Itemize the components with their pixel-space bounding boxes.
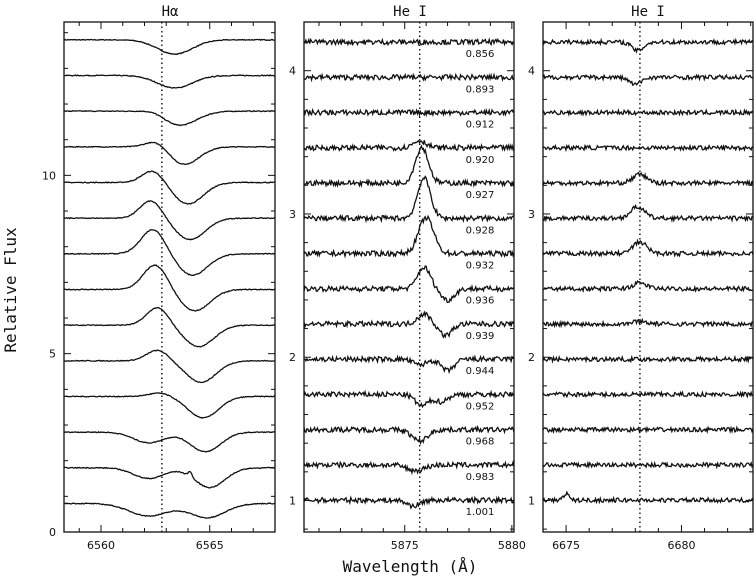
spectrum-line-phase-0.952 [304,389,514,409]
y-tick-label: 3 [528,208,535,221]
spectrum-line-phase-1.001 [64,502,275,519]
y-tick-label: 10 [42,169,56,182]
phase-label: 0.920 [466,155,495,166]
spectrum-line-phase-0.912 [304,107,514,118]
spectrum-line-phase-0.939 [543,317,753,329]
spectrum-line-phase-0.932 [304,214,514,259]
spectrum-line-phase-0.968 [64,430,275,453]
spectrum-line-phase-0.927 [64,170,275,205]
spectrum-line-phase-0.983 [64,466,275,489]
panel-frame [63,21,276,533]
x-tick-label: 6560 [87,539,115,552]
spectrum-line-phase-0.928 [543,203,753,223]
phase-label: 1.001 [466,507,495,518]
spectrum-line-phase-0.936 [543,280,753,294]
x-axis-label: Wavelength (Å) [343,557,478,576]
phase-label: 0.944 [466,366,495,377]
spectrum-line-phase-1.001 [304,495,514,510]
spectrum-line-phase-0.893 [64,74,275,89]
spectrum-line-phase-0.856 [543,37,753,54]
phase-label: 0.939 [466,331,495,342]
spectrum-line-phase-0.944 [304,354,514,375]
spectrum-line-phase-0.920 [64,141,275,166]
spectrum-line-phase-1.001 [543,490,753,505]
phase-label: 0.936 [466,296,495,307]
panel-title-hei-6678: He I [631,4,665,20]
spectrum-line-phase-0.912 [543,107,753,117]
y-tick-label: 0 [49,526,56,539]
y-tick-label: 3 [289,208,296,221]
spectrum-line-phase-0.893 [304,72,514,83]
x-tick-label: 5875 [391,539,419,552]
spectrum-line-phase-0.968 [304,424,514,446]
spectrum-line-phase-0.932 [64,229,275,276]
y-tick-label: 5 [49,348,56,361]
spectrum-line-phase-0.932 [543,238,753,258]
spectrum-line-phase-0.920 [304,139,514,152]
spectrum-line-phase-0.968 [543,425,753,435]
panel-title-hei-5876: He I [393,4,427,20]
y-tick-label: 2 [528,351,535,364]
y-axis-label: Relative Flux [1,227,20,353]
phase-label: 0.968 [466,437,495,448]
spectrum-line-phase-0.983 [543,460,753,470]
x-tick-label: 6680 [667,539,695,552]
spectrum-line-phase-0.944 [64,349,275,384]
spectrum-line-phase-0.856 [304,37,514,47]
x-tick-label: 6675 [552,539,580,552]
x-tick-label: 5880 [498,539,526,552]
x-tick-label: 6565 [196,539,224,552]
spectrum-line-phase-0.936 [304,265,514,304]
spectrum-line-phase-0.856 [64,38,275,56]
phase-label: 0.928 [466,225,495,236]
phase-label: 0.912 [466,120,495,131]
phase-label: 0.932 [466,261,495,272]
panel-title-halpha: Hα [162,4,179,20]
panel-frame [303,21,515,533]
panel-frame [542,21,754,533]
spectrum-line-phase-0.927 [304,144,514,189]
panel-0: 6560 6565 0 5 10 [42,21,276,552]
spectrum-line-phase-0.928 [304,175,514,224]
spectrum-line-phase-0.912 [64,109,275,127]
panel-1: 5875 5880 1 2 3 4 0.856 0.893 0.912 0.920 0.927 0.9… [289,21,526,552]
panel-2: 6675 6680 1 2 3 4 [528,21,754,552]
y-tick-label: 1 [289,494,296,507]
spectrum-line-phase-0.893 [543,73,753,87]
phase-label: 0.927 [466,190,495,201]
spectrum-line-phase-0.944 [543,354,753,364]
phase-label: 0.856 [466,49,495,60]
y-tick-label: 1 [528,494,535,507]
spectrum-line-phase-0.939 [64,306,275,348]
phase-label: 0.983 [466,472,495,483]
phase-label: 0.952 [466,401,495,412]
spectrum-line-phase-0.983 [304,459,514,476]
spectrum-line-phase-0.936 [64,264,275,312]
y-tick-label: 2 [289,351,296,364]
spectrum-line-phase-0.928 [64,200,275,241]
spectrum-line-phase-0.927 [543,171,753,188]
spectrum-line-phase-0.952 [543,390,753,399]
phase-label: 0.893 [466,84,495,95]
spectrum-line-phase-0.939 [304,310,514,339]
spectrum-line-phase-0.952 [64,392,275,420]
y-tick-label: 4 [528,65,535,78]
spectrum-line-phase-0.920 [543,143,753,153]
y-tick-label: 4 [289,65,296,78]
